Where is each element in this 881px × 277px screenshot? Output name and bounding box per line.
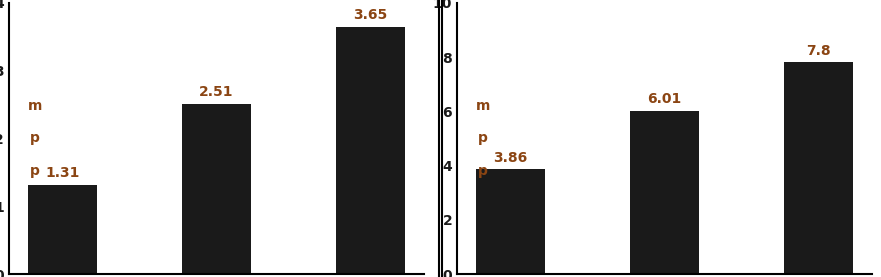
Text: 7.8: 7.8 <box>806 43 831 58</box>
Text: p: p <box>30 164 40 178</box>
Text: 3.86: 3.86 <box>493 151 528 165</box>
Text: 2.51: 2.51 <box>199 85 233 99</box>
Bar <box>630 111 700 274</box>
Text: p: p <box>478 132 488 145</box>
Text: p: p <box>478 164 488 178</box>
Bar <box>181 104 251 274</box>
Bar <box>27 185 97 274</box>
Bar <box>336 27 405 274</box>
Text: p: p <box>30 132 40 145</box>
Text: 3.65: 3.65 <box>353 8 388 22</box>
Bar <box>784 63 854 274</box>
Text: m: m <box>476 99 490 113</box>
Text: m: m <box>27 99 41 113</box>
Text: 6.01: 6.01 <box>648 92 682 106</box>
Bar <box>476 170 545 274</box>
Text: 1.31: 1.31 <box>45 166 79 180</box>
